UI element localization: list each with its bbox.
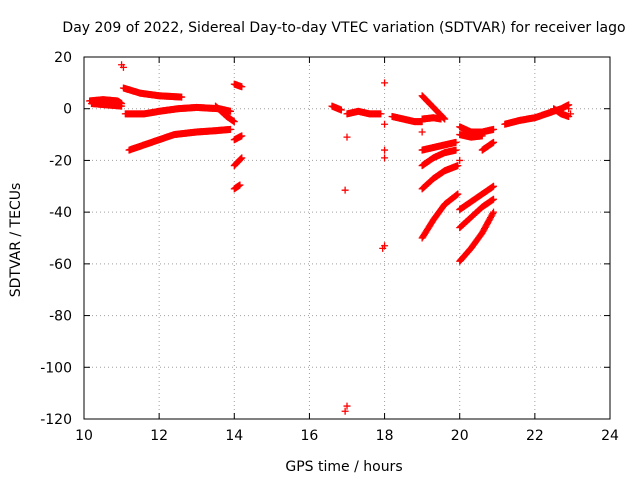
data-point xyxy=(230,118,238,126)
data-point xyxy=(478,132,486,140)
y-tick-label: -60 xyxy=(49,257,72,273)
data-point xyxy=(343,133,351,141)
data-point xyxy=(238,132,246,140)
data-point xyxy=(236,181,244,189)
x-tick-label: 22 xyxy=(526,428,544,444)
x-tick-label: 12 xyxy=(150,428,168,444)
data-point xyxy=(341,407,349,415)
data-point xyxy=(237,155,245,163)
data-point xyxy=(337,106,345,114)
data-point xyxy=(490,182,498,190)
y-tick-label: -40 xyxy=(49,205,72,221)
data-point xyxy=(452,138,460,146)
data-point xyxy=(178,93,186,101)
x-tick-label: 24 xyxy=(601,428,619,444)
y-axis-label: SDTVAR / TECUs xyxy=(8,183,24,298)
data-point xyxy=(238,154,246,162)
data-point xyxy=(238,83,246,91)
data-point xyxy=(377,110,385,118)
y-tick-label: 0 xyxy=(63,102,72,118)
data-point xyxy=(119,63,127,71)
y-tick-label: -20 xyxy=(49,153,72,169)
data-point xyxy=(454,162,462,170)
data-point xyxy=(381,79,389,87)
x-tick-label: 20 xyxy=(451,428,469,444)
data-point xyxy=(381,146,389,154)
data-point xyxy=(227,125,235,133)
x-tick-label: 16 xyxy=(301,428,319,444)
data-point xyxy=(490,138,498,146)
y-tick-label: -100 xyxy=(40,360,72,376)
data-point xyxy=(490,208,498,216)
data-point xyxy=(418,128,426,136)
data-layer xyxy=(86,61,575,415)
data-point xyxy=(454,190,462,198)
data-point xyxy=(489,210,497,218)
data-point xyxy=(381,154,389,162)
x-tick-label: 14 xyxy=(225,428,243,444)
x-tick-label: 10 xyxy=(75,428,93,444)
data-point xyxy=(565,105,573,113)
y-tick-label: -80 xyxy=(49,309,72,325)
x-axis-label: GPS time / hours xyxy=(285,459,402,475)
data-point xyxy=(567,110,575,118)
data-point xyxy=(341,186,349,194)
data-point xyxy=(490,195,498,203)
tick-layer: 10 12 14 16 18 20 22 24 20 0 -20 -40 -60 -80 -100 -120 xyxy=(40,50,619,444)
data-point xyxy=(437,115,445,123)
y-tick-label: -120 xyxy=(40,412,72,428)
data-point xyxy=(456,156,464,164)
data-point xyxy=(118,102,126,110)
data-point xyxy=(379,244,387,252)
x-tick-label: 18 xyxy=(376,428,394,444)
y-tick-label: 20 xyxy=(54,50,72,66)
data-point xyxy=(227,107,235,115)
plot-frame xyxy=(83,56,611,420)
data-point xyxy=(236,155,244,163)
data-point xyxy=(490,125,498,133)
data-point xyxy=(343,402,351,410)
chart-title: Day 209 of 2022, Sidereal Day-to-day VTE… xyxy=(62,20,625,36)
data-point xyxy=(381,120,389,128)
data-point xyxy=(452,146,460,154)
